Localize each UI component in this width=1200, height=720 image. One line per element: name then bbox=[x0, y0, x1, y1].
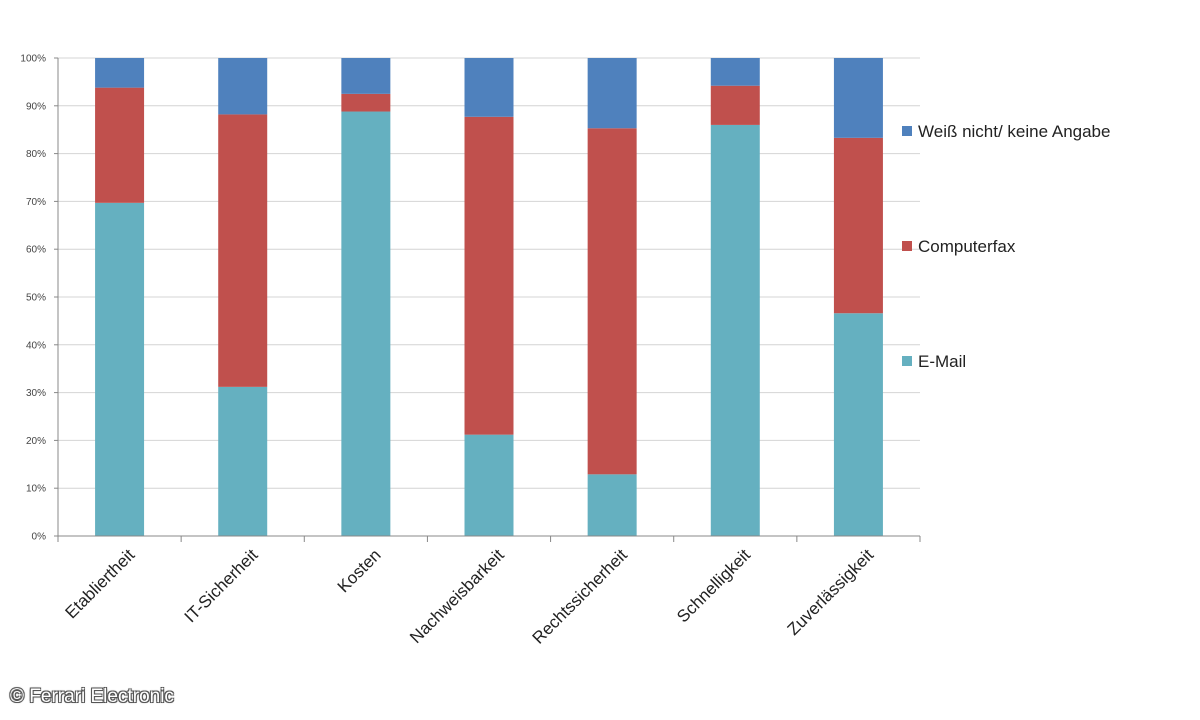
bar-segment bbox=[95, 58, 145, 88]
bar-segment bbox=[833, 313, 883, 536]
legend-label: E-Mail bbox=[918, 352, 966, 371]
bars bbox=[95, 58, 883, 537]
bar-segment bbox=[218, 58, 268, 115]
y-tick-label: 0% bbox=[32, 532, 47, 543]
bar-segment bbox=[464, 434, 514, 536]
y-tick-label: 30% bbox=[26, 388, 46, 399]
bar-segment bbox=[95, 202, 145, 537]
x-axis-labels: Etabliertheit IT-Sicherheit Kosten Nachweis… bbox=[61, 545, 877, 647]
y-tick-label: 40% bbox=[26, 340, 46, 351]
bar-segment bbox=[710, 58, 760, 86]
x-category-label: Etabliertheit bbox=[61, 545, 138, 622]
copyright-notice: © Ferrari Electronic bbox=[10, 686, 174, 707]
bar-segment bbox=[587, 128, 637, 475]
x-category-label: Zuverlässigkeit bbox=[784, 545, 878, 639]
bar-segment bbox=[95, 87, 145, 203]
y-tick-label: 50% bbox=[26, 293, 46, 304]
x-category-label: Rechtssicherheit bbox=[529, 545, 631, 647]
x-category-label: Schnelligkeit bbox=[673, 545, 754, 626]
legend-swatch bbox=[902, 241, 912, 251]
legend-label: Computerfax bbox=[918, 237, 1016, 256]
y-tick-label: 20% bbox=[26, 436, 46, 447]
bar-segment bbox=[218, 386, 268, 536]
y-tick-label: 10% bbox=[26, 484, 46, 495]
bar-segment bbox=[710, 124, 760, 537]
y-tick-label: 100% bbox=[20, 54, 46, 65]
y-axis-ticks: 0% 10% 20% 30% 40% 50% 60% 70% 80% 90% 100% bbox=[20, 54, 58, 543]
bar-segment bbox=[341, 93, 391, 112]
bar-segment bbox=[833, 58, 883, 138]
y-tick-label: 80% bbox=[26, 149, 46, 160]
legend: Weiß nicht/ keine Angabe Computerfax E-Mai… bbox=[902, 122, 1110, 371]
y-tick-label: 60% bbox=[26, 245, 46, 256]
legend-swatch bbox=[902, 126, 912, 136]
bar-segment bbox=[218, 114, 268, 387]
x-category-label: IT-Sicherheit bbox=[181, 545, 262, 626]
bar-segment bbox=[587, 58, 637, 129]
bar-segment bbox=[464, 116, 514, 435]
bar-segment bbox=[341, 58, 391, 94]
x-category-label: Kosten bbox=[334, 545, 385, 596]
bar-segment bbox=[341, 111, 391, 536]
legend-label: Weiß nicht/ keine Angabe bbox=[918, 122, 1110, 141]
legend-swatch bbox=[902, 356, 912, 366]
y-tick-label: 90% bbox=[26, 101, 46, 112]
x-axis bbox=[57, 58, 921, 542]
y-tick-label: 70% bbox=[26, 197, 46, 208]
bar-segment bbox=[833, 137, 883, 314]
x-category-label: Nachweisbarkeit bbox=[406, 545, 508, 647]
bar-segment bbox=[587, 474, 637, 536]
bar-segment bbox=[464, 58, 514, 117]
bar-segment bbox=[710, 85, 760, 125]
